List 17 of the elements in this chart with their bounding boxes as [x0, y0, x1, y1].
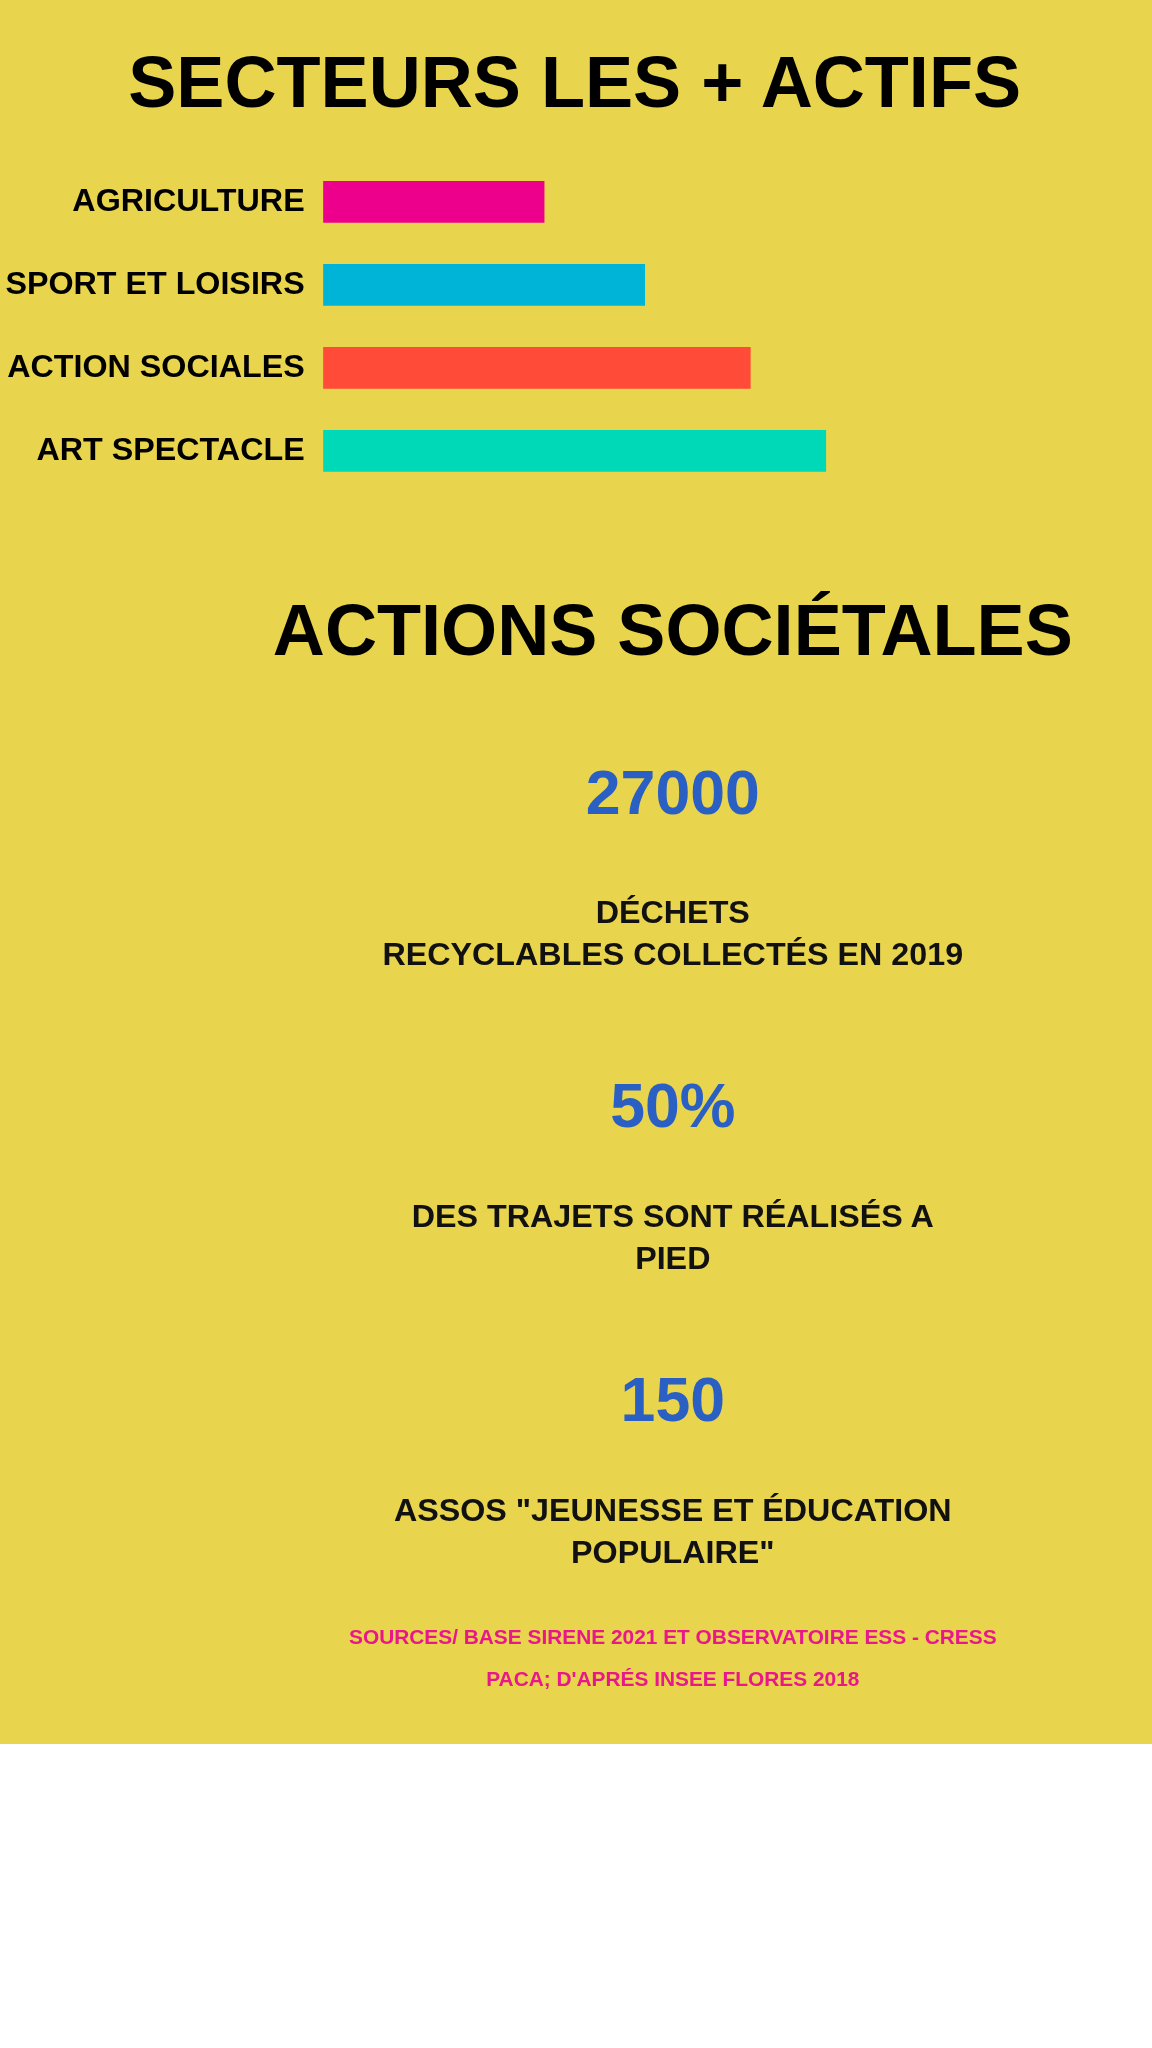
text: 50%: [610, 1070, 736, 1141]
chart-title: SECTEURS LES + ACTIFS: [128, 42, 1022, 123]
bar: [323, 347, 751, 389]
source-note: SOURCES/ BASE SIRENE 2021 ET OBSERVATOIRE ESS - CRESS PACA; D'APRÉS INSEE FLORES 2018: [348, 1625, 997, 1691]
y-tick-label: AGRICULTURE: [72, 182, 305, 219]
y-tick-label: ACTION SOCIALES: [7, 348, 305, 385]
bar: [323, 430, 827, 472]
bar: [323, 180, 545, 223]
text: 150: [620, 1364, 726, 1435]
y-tick-label: SPORT ET LOISIRS: [5, 265, 305, 302]
bar: [323, 263, 646, 306]
y-tick-label: ART SPECTACLE: [36, 431, 305, 468]
text: DES TRAJETS SONT RÉALISÉS A PIED: [411, 1197, 934, 1276]
text: DÉCHETS RECYCLABLES COLLECTÉS EN 2019: [382, 894, 964, 972]
text: ASSOS "JEUNESSE ET ÉDUCATION POPULAIRE": [393, 1492, 952, 1570]
text: 27000: [585, 757, 760, 828]
text: ACTIONS SOCIÉTALES: [272, 589, 1073, 670]
